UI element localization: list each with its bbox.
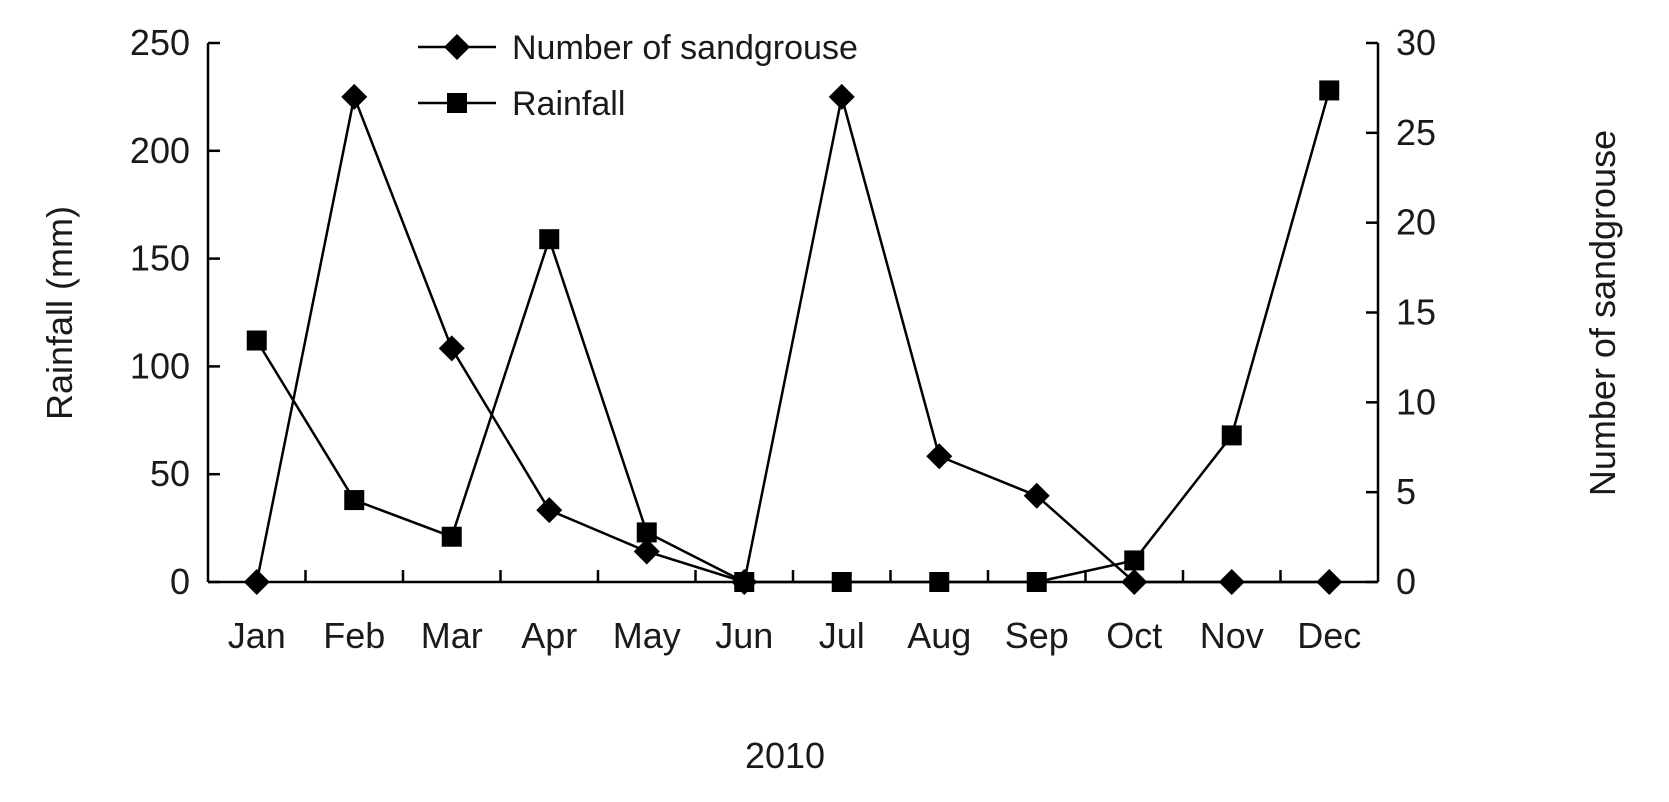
legend-label-rainfall: Rainfall [512,85,625,123]
y-right-tick-label: 5 [1396,471,1416,512]
data-point-number-of-sandgrouse [1023,482,1050,509]
legend-marker-number-of-sandgrouse [444,34,470,60]
data-point-rainfall [344,490,365,511]
data-point-rainfall [246,330,267,351]
data-point-rainfall [1221,425,1242,446]
data-point-rainfall [929,572,950,592]
x-tick-label: May [613,615,681,656]
y-right-tick-label: 25 [1396,112,1436,153]
data-point-rainfall [1319,80,1340,101]
data-point-rainfall [539,229,560,250]
x-tick-label: Aug [907,615,971,656]
data-point-number-of-sandgrouse [926,443,953,470]
y-left-tick-label: 100 [130,345,190,386]
data-point-number-of-sandgrouse [633,538,660,565]
x-axis-title: 2010 [745,735,825,776]
y-right-tick-label: 15 [1396,292,1436,333]
x-tick-label: Dec [1297,615,1361,656]
x-tick-label: Mar [421,615,483,656]
data-point-rainfall [1124,550,1145,571]
axes [206,43,1380,584]
data-point-rainfall [636,522,657,543]
legend: Number of sandgrouse Rainfall [418,29,858,123]
series-lines [255,90,1331,584]
x-tick-label: Sep [1005,615,1069,656]
y-right-tick-label: 30 [1396,22,1436,63]
data-point-rainfall [441,526,462,547]
x-tick-label: Apr [521,615,577,656]
y-axis-right-title: Number of sandgrouse [1582,130,1623,496]
y-right-tick-label: 10 [1396,381,1436,422]
series-line-number-of-sandgrouse [255,92,1330,584]
ticks: 0 50 100 150 200 250 0 5 10 15 20 25 30 Jan Feb Mar Apr M… [130,22,1436,656]
x-tick-label: Jan [228,615,286,656]
legend-marker-rainfall [447,93,467,113]
legend-label-number-of-sandgrouse: Number of sandgrouse [512,29,858,67]
data-point-number-of-sandgrouse [438,335,465,362]
data-point-number-of-sandgrouse [1121,569,1148,595]
y-left-tick-label: 0 [170,561,190,602]
data-point-number-of-sandgrouse [828,83,855,110]
data-point-rainfall [734,572,755,592]
y-left-tick-label: 200 [130,130,190,171]
series-line-rainfall [255,90,1331,584]
x-tick-label: Nov [1200,615,1264,656]
x-tick-label: Jul [819,615,865,656]
x-tick-label: Oct [1106,615,1162,656]
y-left-tick-label: 150 [130,238,190,279]
data-point-number-of-sandgrouse [536,497,563,524]
x-tick-label: Feb [323,615,385,656]
y-left-tick-label: 250 [130,22,190,63]
y-right-tick-label: 0 [1396,561,1416,602]
y-axis-left-title: Rainfall (mm) [39,206,80,420]
y-left-tick-label: 50 [150,453,190,494]
series-markers [243,80,1343,595]
data-point-number-of-sandgrouse [341,83,368,110]
x-tick-label: Jun [715,615,773,656]
data-point-rainfall [1026,572,1047,592]
data-point-number-of-sandgrouse [243,569,270,595]
data-point-number-of-sandgrouse [1218,569,1245,595]
data-point-rainfall [831,572,852,592]
y-right-tick-label: 20 [1396,202,1436,243]
data-point-number-of-sandgrouse [1316,569,1343,595]
